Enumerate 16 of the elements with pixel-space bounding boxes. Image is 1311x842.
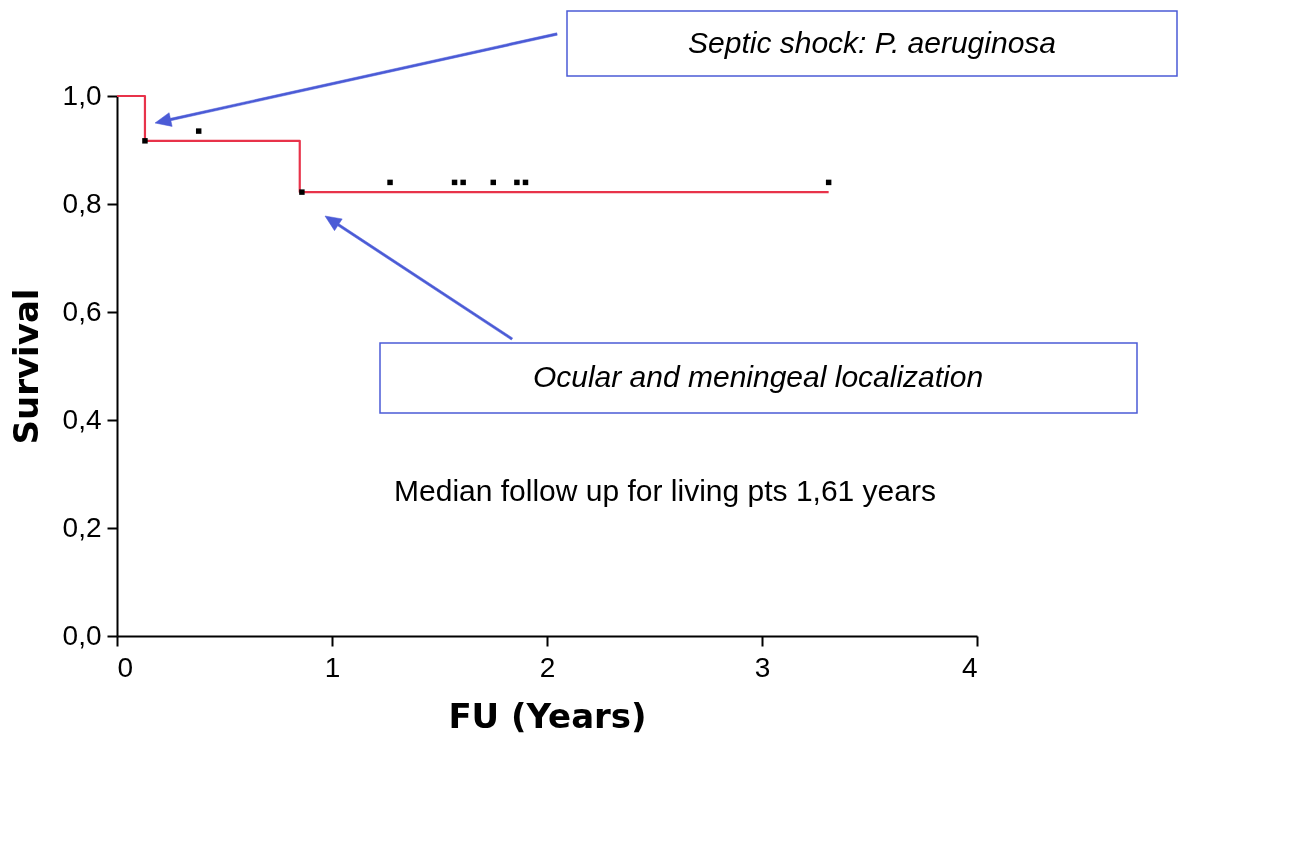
y-tick-label: 0,4 (62, 403, 102, 435)
x-tick-label: 0 (117, 651, 134, 683)
y-tick-label: 0,2 (62, 511, 102, 543)
text: Septic shock: P. aeruginosa (687, 26, 1057, 59)
x-axis-title: FU (Years) (448, 695, 647, 736)
x-tick-label: 3 (754, 651, 771, 683)
y-tick-label: 0,8 (62, 187, 102, 219)
x-tick-label: 2 (539, 651, 556, 683)
x-tick-label: 1 (324, 651, 341, 683)
y-tick-label: 0,0 (62, 619, 102, 651)
y-axis-title: Survival (5, 288, 46, 445)
y-tick-label: 1,0 (62, 79, 102, 111)
y-tick-label: 0,6 (62, 295, 102, 327)
x-tick-label: 4 (961, 651, 978, 683)
annotation: Ocular and meningeal localization (532, 360, 984, 393)
annotation: Median follow up for living pts 1,61 years (394, 474, 936, 507)
